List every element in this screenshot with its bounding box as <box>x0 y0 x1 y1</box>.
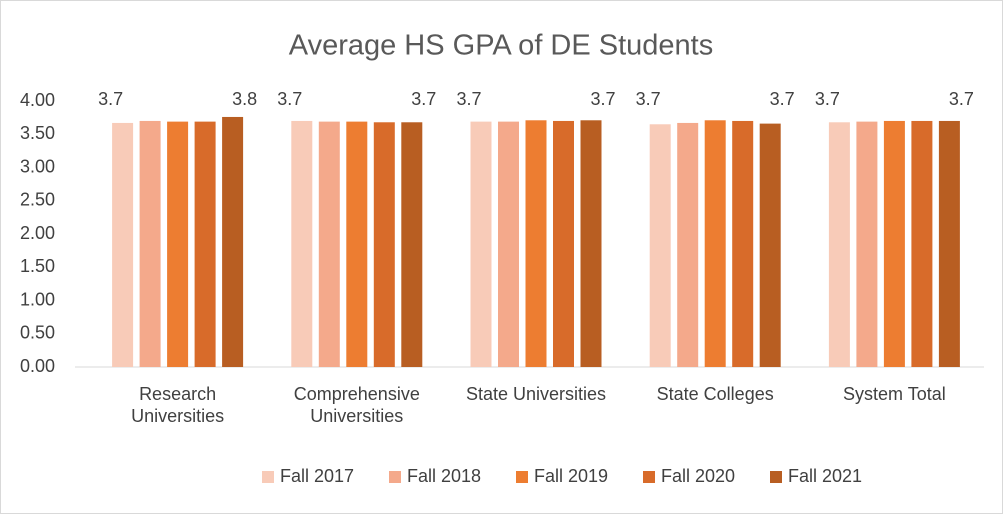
y-tick-label: 2.00 <box>20 223 55 243</box>
legend-label: Fall 2019 <box>534 466 608 486</box>
legend-swatch <box>262 471 274 483</box>
value-label: 3.8 <box>232 89 257 109</box>
bar <box>856 121 878 368</box>
value-label: 3.7 <box>636 89 661 109</box>
bar <box>704 120 726 367</box>
value-label: 3.7 <box>456 89 481 109</box>
legend-swatch <box>643 471 655 483</box>
bar <box>938 120 960 367</box>
y-tick-label: 0.00 <box>20 356 55 376</box>
y-tick-label: 2.50 <box>20 190 55 210</box>
legend-label: Fall 2017 <box>280 466 354 486</box>
x-tick-label: State Universities <box>465 384 607 404</box>
bar <box>194 121 216 368</box>
bar <box>911 120 933 367</box>
x-tick-label: Research Universities <box>131 384 225 426</box>
legend-swatch <box>389 471 401 483</box>
bar <box>112 122 134 367</box>
bar <box>139 120 161 367</box>
bar <box>525 120 547 367</box>
value-label: 3.7 <box>770 89 795 109</box>
x-tick-label: State Colleges <box>656 384 774 404</box>
bar <box>649 124 671 368</box>
y-tick-label: 3.00 <box>20 156 55 176</box>
bar <box>759 123 781 367</box>
bar <box>167 121 189 368</box>
bar <box>222 116 244 368</box>
y-tick-label: 3.50 <box>20 123 55 143</box>
chart-title: Average HS GPA of DE Students <box>289 30 714 62</box>
bar <box>828 122 850 367</box>
value-label: 3.7 <box>590 89 615 109</box>
y-tick-label: 1.00 <box>20 289 55 309</box>
bar <box>580 120 602 367</box>
bar <box>291 120 313 367</box>
bar <box>732 120 754 367</box>
bar <box>883 120 905 367</box>
value-label: 3.7 <box>98 89 123 109</box>
y-tick-label: 0.50 <box>20 323 55 343</box>
legend-label: Fall 2020 <box>661 466 735 486</box>
bar <box>346 121 368 368</box>
bar <box>498 121 519 368</box>
legend-swatch <box>770 471 782 483</box>
y-tick-label: 1.50 <box>20 256 55 276</box>
bar <box>553 120 574 367</box>
bar <box>470 121 492 368</box>
legend-label: Fall 2018 <box>407 466 481 486</box>
value-label: 3.7 <box>411 89 436 109</box>
bar <box>373 122 395 367</box>
bar <box>318 121 340 368</box>
value-label: 3.7 <box>949 89 974 109</box>
value-label: 3.7 <box>277 89 302 109</box>
x-tick-label: Comprehensive Universities <box>293 384 420 426</box>
value-label: 3.7 <box>815 89 840 109</box>
legend-label: Fall 2021 <box>788 466 862 486</box>
bar <box>677 122 699 367</box>
bar <box>401 122 423 367</box>
x-tick-label: System Total <box>843 384 946 404</box>
legend-swatch <box>516 471 528 483</box>
y-tick-label: 4.00 <box>20 90 55 110</box>
